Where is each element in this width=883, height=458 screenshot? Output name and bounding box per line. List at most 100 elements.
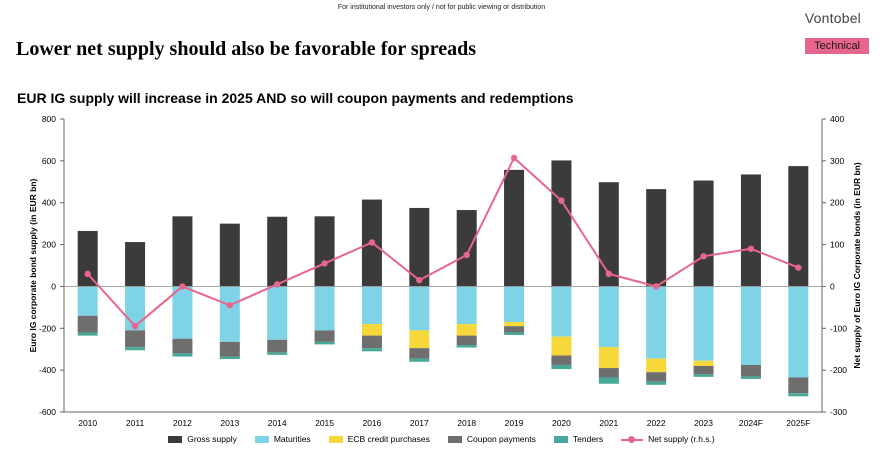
bar-tenders [788, 393, 809, 397]
legend-item-tenders: Tenders [553, 434, 603, 444]
legend-swatch-net-supply [621, 436, 644, 443]
y2-tick-label: 200 [830, 198, 844, 208]
bar-gross-supply [598, 182, 619, 287]
net-supply-point [321, 260, 328, 267]
bar-maturities [172, 286, 193, 339]
bar-tenders [646, 381, 667, 385]
net-supply-point [368, 239, 376, 246]
x-tick-label: 2010 [78, 418, 97, 428]
bar-gross-supply [456, 210, 477, 287]
bar-gross-supply [314, 216, 335, 287]
y-tick-label: -600 [39, 407, 56, 417]
bar-gross-supply [504, 169, 525, 287]
bar-coupon-payments [219, 341, 240, 357]
legend-label-maturities: Maturities [273, 434, 311, 444]
legend-swatch-ecb [328, 435, 343, 443]
bar-coupon-payments [693, 365, 714, 375]
bar-ecb-purchases [598, 347, 619, 369]
bar-ecb-purchases [456, 324, 477, 336]
bar-coupon-payments [646, 372, 667, 382]
y2-tick-label: 300 [830, 156, 844, 166]
net-supply-point [700, 253, 707, 260]
bar-tenders [361, 348, 382, 352]
bar-gross-supply [788, 166, 809, 287]
bar-coupon-payments [314, 330, 335, 342]
bar-maturities [551, 286, 572, 337]
bar-ecb-purchases [693, 360, 714, 366]
bar-coupon-payments [504, 326, 525, 333]
bar-ecb-purchases [646, 358, 667, 373]
net-supply-point [84, 270, 91, 278]
bar-tenders [77, 332, 98, 336]
legend-item-ecb: ECB credit purchases [328, 434, 430, 444]
legend-item-coupon: Coupon payments [447, 434, 536, 444]
y2-tick-label: -200 [830, 365, 847, 375]
y2-tick-label: 400 [830, 114, 844, 124]
bar-tenders [693, 374, 714, 377]
bar-coupon-payments [456, 335, 477, 346]
bar-coupon-payments [361, 335, 382, 349]
x-tick-label: 2020 [552, 418, 571, 428]
legend-item-gross-supply: Gross supply [168, 434, 237, 444]
bar-tenders [125, 347, 146, 351]
bar-maturities [456, 286, 477, 325]
bar-maturities [77, 286, 98, 316]
net-supply-point [652, 283, 660, 290]
brand-logo: Vontobel [804, 10, 861, 26]
bar-tenders [504, 332, 525, 335]
legend-label-coupon: Coupon payments [466, 434, 536, 444]
net-supply-point [510, 154, 518, 162]
bar-maturities [409, 286, 430, 331]
bar-gross-supply [172, 216, 193, 287]
y2-tick-label: -100 [830, 323, 847, 333]
bar-coupon-payments [267, 339, 288, 353]
y-tick-label: -400 [39, 365, 56, 375]
x-tick-label: 2022 [647, 418, 666, 428]
legend-label-ecb: ECB credit purchases [347, 434, 430, 444]
net-supply-line [86, 156, 799, 328]
bar-maturities [361, 286, 382, 325]
net-supply-point [416, 276, 423, 284]
bar-maturities [646, 286, 667, 359]
bar-gross-supply [646, 189, 667, 287]
bar-gross-supply [740, 174, 761, 287]
y-tick-label: 400 [42, 198, 56, 208]
bar-maturities [598, 286, 619, 348]
bar-maturities [788, 286, 809, 378]
bar-tenders [456, 345, 477, 348]
y-tick-label: 800 [42, 114, 56, 124]
bar-gross-supply [219, 223, 240, 287]
net-supply-point [273, 281, 281, 288]
net-supply-point [179, 283, 186, 290]
bar-maturities [693, 286, 714, 361]
bar-ecb-purchases [361, 324, 382, 336]
y2-tick-label: 0 [830, 281, 835, 291]
x-tick-label: 2021 [599, 418, 618, 428]
bar-maturities [504, 286, 525, 323]
bar-gross-supply [267, 216, 288, 287]
page-title: Lower net supply should also be favorabl… [16, 38, 477, 60]
bar-ecb-purchases [409, 330, 430, 349]
net-supply-point [226, 302, 234, 309]
legend-swatch-coupon [447, 435, 462, 443]
bar-coupon-payments [172, 338, 193, 354]
legend-item-net-supply: Net supply (r.h.s.) [621, 434, 715, 444]
bar-coupon-payments [77, 315, 98, 333]
bar-ecb-purchases [551, 336, 572, 356]
y-tick-label: 0 [51, 281, 56, 291]
bar-tenders [267, 352, 288, 355]
x-tick-label: 2014 [268, 418, 287, 428]
x-tick-label: 2015 [315, 418, 334, 428]
x-tick-label: 2011 [126, 418, 145, 428]
x-tick-label: 2019 [505, 418, 524, 428]
bar-gross-supply [125, 242, 146, 287]
bar-gross-supply [77, 230, 98, 287]
bar-tenders [551, 364, 572, 370]
bar-gross-supply [693, 180, 714, 287]
bar-maturities [219, 286, 240, 342]
bar-maturities [314, 286, 335, 331]
x-tick-label: 2023 [694, 418, 713, 428]
bar-coupon-payments [125, 330, 146, 348]
chart-title: EUR IG supply will increase in 2025 AND … [17, 90, 574, 106]
